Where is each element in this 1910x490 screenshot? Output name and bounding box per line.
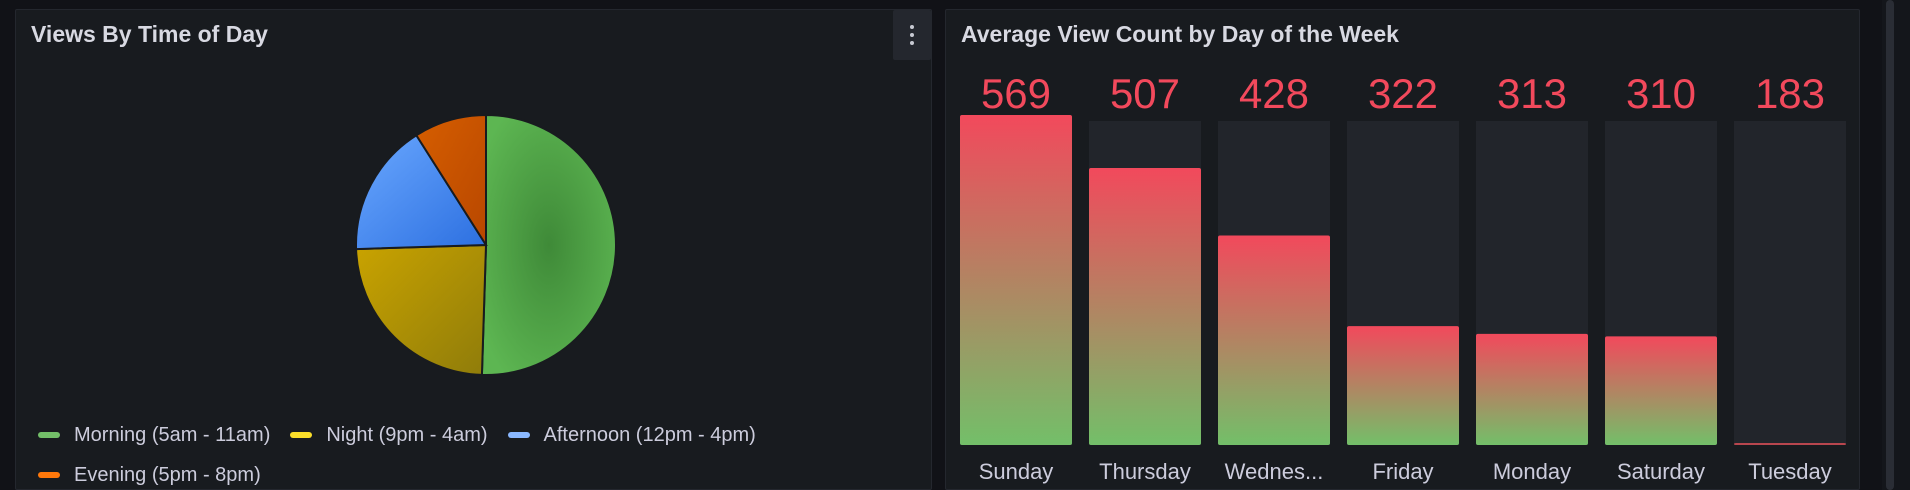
legend-item[interactable]: Morning (5am - 11am) — [38, 424, 270, 447]
bar-value-label: 428 — [1239, 70, 1309, 117]
kebab-menu-icon[interactable] — [893, 10, 931, 60]
legend-swatch — [38, 432, 60, 438]
pie-legend: Morning (5am - 11am) Night (9pm - 4am) Aft… — [38, 415, 918, 490]
pie-chart[interactable] — [341, 100, 631, 390]
legend-swatch — [507, 432, 530, 438]
bar[interactable] — [1734, 443, 1846, 445]
bar-category-label: Tuesday — [1748, 459, 1832, 484]
bar[interactable] — [960, 115, 1072, 445]
bar-track — [1734, 121, 1846, 445]
legend-item[interactable]: Evening (5pm - 8pm) — [38, 464, 261, 487]
bar-value-label: 310 — [1626, 70, 1696, 117]
average-view-count-panel: Average View Count by Day of the Week 56… — [945, 9, 1860, 490]
bar[interactable] — [1605, 336, 1717, 445]
bar-category-label: Thursday — [1099, 459, 1191, 484]
legend-item[interactable]: Night (9pm - 4am) — [290, 423, 488, 447]
bar-value-label: 569 — [981, 70, 1051, 117]
bar-category-label: Friday — [1372, 459, 1433, 484]
pie-slice[interactable] — [480, 113, 617, 376]
bar-category-label: Wednes... — [1225, 459, 1324, 484]
legend-swatch — [38, 472, 60, 478]
views-by-time-of-day-panel: Views By Time of Day Morning (5 — [15, 9, 932, 490]
bar[interactable] — [1476, 333, 1588, 445]
legend-swatch — [290, 432, 313, 438]
legend-label: Evening (5pm - 8pm) — [74, 463, 261, 486]
pie-slice[interactable] — [414, 113, 487, 249]
bar-value-label: 322 — [1368, 70, 1438, 117]
page-scrollbar[interactable] — [1886, 0, 1894, 490]
panel-title: Average View Count by Day of the Week — [961, 21, 1399, 47]
bar[interactable] — [1218, 235, 1330, 445]
bar-category-label: Saturday — [1617, 459, 1705, 484]
bar-value-label: 507 — [1110, 70, 1180, 117]
legend-label: Afternoon (12pm - 4pm) — [543, 423, 756, 446]
pie-slice[interactable] — [355, 133, 488, 251]
bar-category-label: Sunday — [979, 459, 1054, 484]
bar[interactable] — [1347, 326, 1459, 445]
pie-slice[interactable] — [355, 243, 488, 376]
bar-value-label: 183 — [1755, 70, 1825, 117]
legend-label: Night (9pm - 4am) — [326, 423, 488, 446]
legend-item[interactable]: Afternoon (12pm - 4pm) — [507, 423, 756, 447]
bar-gauge-chart: 569 Sunday 507 Thursday 428 Wednes... 322 Frida… — [960, 70, 1846, 484]
bar[interactable] — [1089, 168, 1201, 445]
bar-category-label: Monday — [1493, 459, 1571, 484]
panel-title: Views By Time of Day — [31, 21, 268, 47]
bar-value-label: 313 — [1497, 70, 1567, 117]
legend-label: Morning (5am - 11am) — [74, 423, 271, 446]
